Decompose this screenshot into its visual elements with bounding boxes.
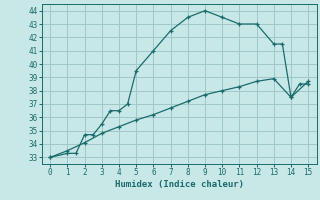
X-axis label: Humidex (Indice chaleur): Humidex (Indice chaleur) <box>115 180 244 189</box>
